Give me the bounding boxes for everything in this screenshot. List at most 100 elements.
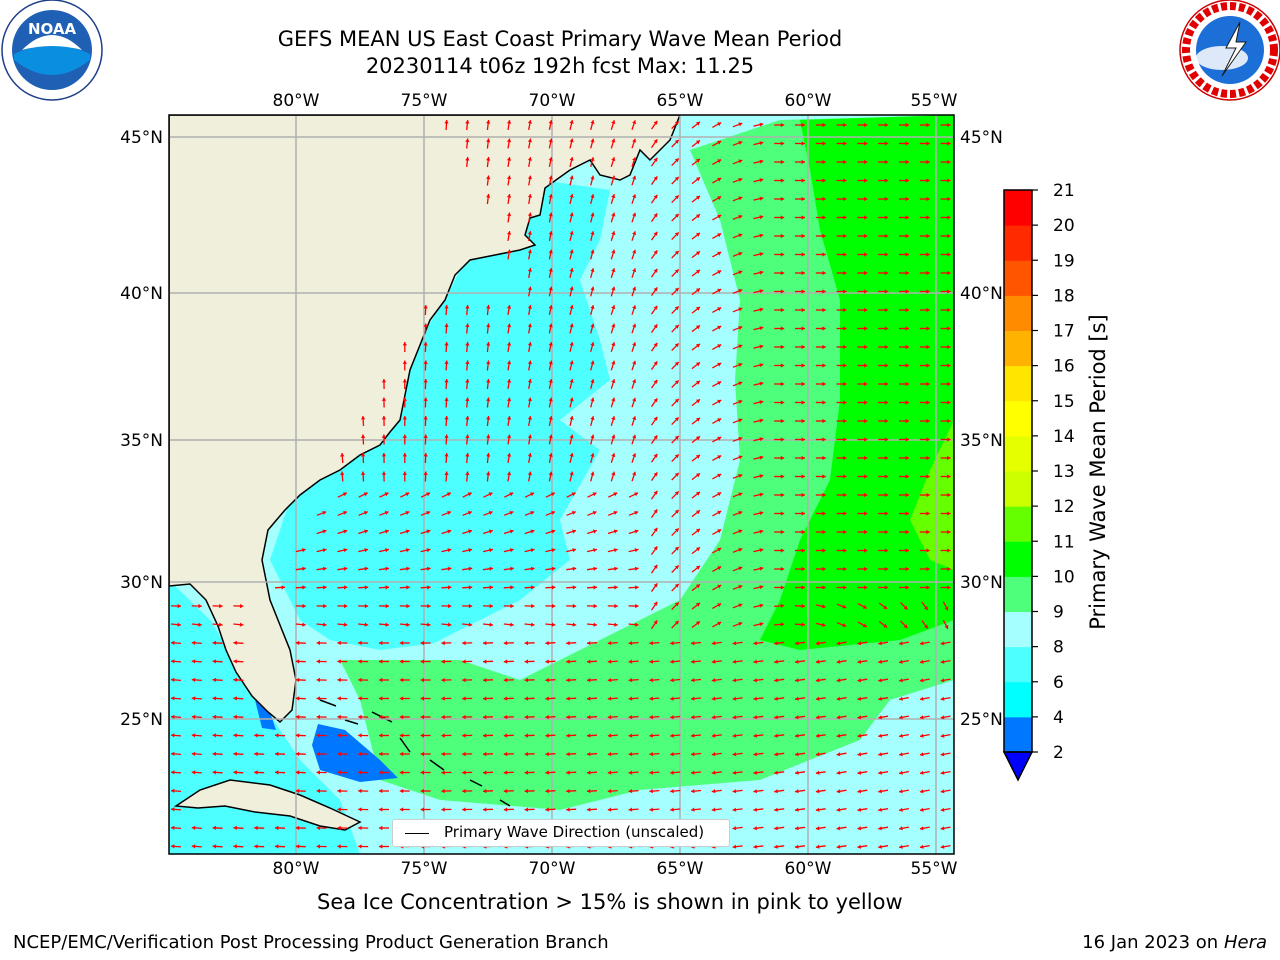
wave-arrow-head <box>822 196 826 202</box>
wave-arrow-head <box>843 233 847 239</box>
wave-arrow-head <box>801 437 805 442</box>
wave-arrow-head <box>759 122 764 127</box>
wave-arrow-head <box>843 474 847 479</box>
wave-arrow-head <box>843 289 847 294</box>
wave-arrow-head <box>947 122 951 128</box>
wave-arrow-head <box>527 453 532 457</box>
colorbar-tick-label: 2 <box>1053 743 1064 763</box>
wave-arrow-head <box>444 453 449 457</box>
wave-arrow-head <box>653 379 658 384</box>
wave-arrow-head <box>878 678 882 683</box>
map-legend: Primary Wave Direction (unscaled) <box>392 819 730 847</box>
wave-arrow-head <box>340 471 345 476</box>
wave-arrow-head <box>548 212 553 217</box>
wave-arrow-head <box>864 474 868 479</box>
wave-arrow-head <box>426 510 431 515</box>
wave-arrow-head <box>343 566 348 571</box>
wave-arrow-head <box>717 584 722 589</box>
wave-arrow-head <box>696 399 700 404</box>
wave-arrow-head <box>632 360 637 365</box>
wave-arrow-head <box>884 511 889 516</box>
wave-arrow-head <box>801 604 805 609</box>
wave-arrow-head <box>486 453 491 457</box>
wave-arrow-head <box>884 437 889 442</box>
wave-arrow-head <box>486 342 491 346</box>
wave-arrow-head <box>696 417 700 422</box>
wave-arrow-head <box>653 176 658 181</box>
wave-arrow-head <box>569 194 574 198</box>
wave-arrow-head <box>926 437 930 442</box>
wave-arrow-head <box>506 453 512 457</box>
wave-arrow-head <box>587 770 591 775</box>
wave-arrow-head <box>822 141 826 146</box>
period-region-blue-small <box>255 700 276 730</box>
wave-arrow-head <box>759 511 764 516</box>
lat-label-right: 30°N <box>960 573 1003 593</box>
wave-arrow-head <box>696 547 700 552</box>
wave-arrow-head <box>926 307 930 313</box>
wave-arrow-head <box>592 492 597 497</box>
wave-arrow-head <box>795 733 799 738</box>
colorbar-segment <box>1004 716 1032 753</box>
colorbar-tick-label: 21 <box>1053 181 1075 201</box>
wave-arrow-head <box>462 788 466 794</box>
wave-arrow-head <box>674 565 679 570</box>
wave-arrow-head <box>447 566 452 571</box>
wave-arrow-head <box>836 696 841 701</box>
wave-arrow-head <box>635 603 639 609</box>
wave-arrow-head <box>171 751 175 756</box>
wave-arrow-head <box>836 715 841 720</box>
wave-arrow-head <box>696 473 700 478</box>
wave-arrow-head <box>343 548 348 553</box>
colorbar-tick-label: 15 <box>1053 392 1075 412</box>
wave-arrow-head <box>316 714 320 720</box>
wave-arrow-head <box>691 733 695 738</box>
colorbar-tick-label: 9 <box>1053 603 1064 623</box>
wave-arrow-head <box>551 566 556 571</box>
wave-arrow-head <box>753 715 758 720</box>
wave-arrow-head <box>527 342 532 346</box>
wave-arrow-head <box>548 397 553 402</box>
wave-arrow-head <box>711 752 716 757</box>
wave-arrow-head <box>569 397 574 402</box>
wave-arrow-head <box>295 825 300 831</box>
wave-arrow-head <box>420 696 424 701</box>
wave-arrow-head <box>947 159 951 165</box>
wave-arrow-head <box>527 268 532 272</box>
wave-arrow-head <box>569 360 574 365</box>
wave-arrow-head <box>801 159 805 165</box>
wave-arrow-head <box>233 714 237 719</box>
wave-arrow-head <box>611 249 616 254</box>
wave-arrow-head <box>634 566 639 571</box>
wave-arrow-head <box>503 659 508 664</box>
wave-arrow-head <box>822 252 826 257</box>
wave-arrow-head <box>738 603 743 608</box>
wave-arrow-head <box>611 379 616 384</box>
wave-arrow-head <box>822 326 826 331</box>
wave-arrow-head <box>857 715 862 720</box>
wave-arrow-head <box>611 471 616 476</box>
wave-arrow-head <box>738 140 743 145</box>
wave-arrow-head <box>843 159 847 165</box>
wave-arrow-head <box>423 453 428 457</box>
wave-arrow-head <box>947 178 951 183</box>
wave-arrow-head <box>483 770 487 775</box>
wave-arrow-head <box>486 397 491 402</box>
wave-arrow-head <box>607 789 612 794</box>
wave-arrow-head <box>628 659 633 664</box>
wave-arrow-head <box>696 232 700 237</box>
wave-arrow-head <box>441 770 445 775</box>
wave-arrow-head <box>732 715 737 720</box>
period-region-blue <box>312 724 398 782</box>
wave-arrow-head <box>363 492 368 497</box>
wave-arrow-head <box>899 752 903 757</box>
wave-arrow-head <box>465 360 470 365</box>
colorbar-title: Primary Wave Mean Period [s] <box>1086 314 1110 630</box>
wave-arrow-head <box>420 770 424 775</box>
wave-arrow-head <box>732 826 737 831</box>
wave-arrow-head <box>468 566 473 571</box>
wave-arrow-head <box>628 752 633 757</box>
colorbar-segment <box>1004 435 1032 472</box>
wave-arrow-head <box>590 194 595 198</box>
wave-arrow-head <box>572 529 576 534</box>
